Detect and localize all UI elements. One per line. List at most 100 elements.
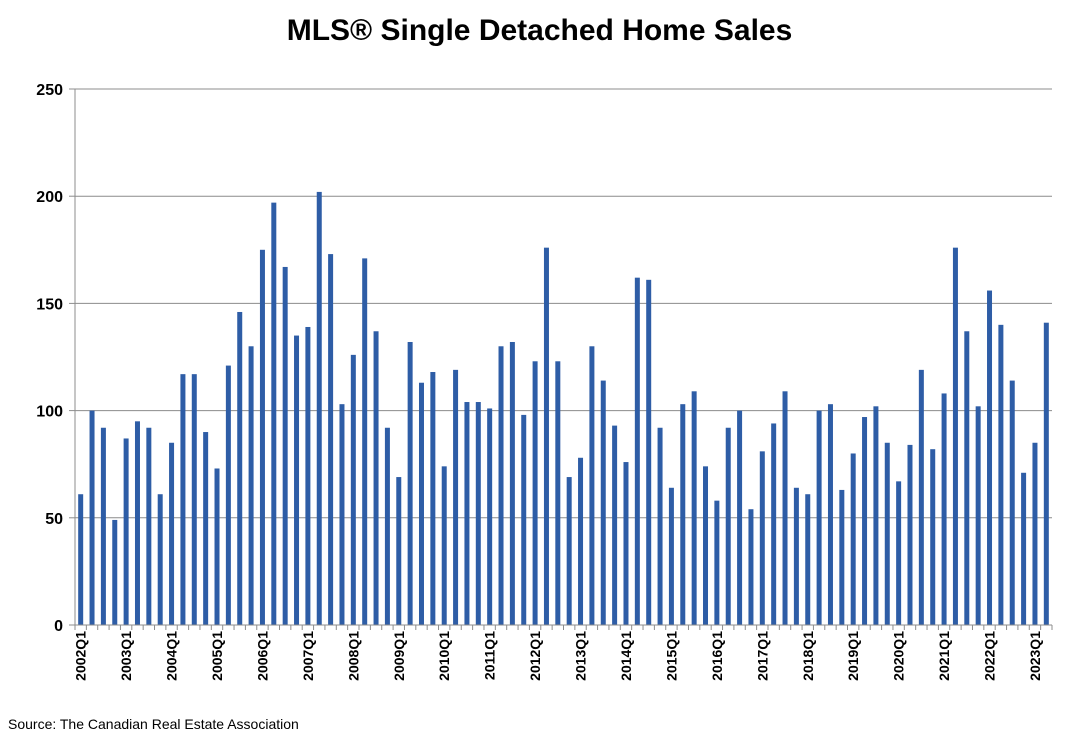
bar-2007Q3 [328,254,334,625]
bar-2021Q1 [941,393,947,625]
bar-2010Q2 [453,369,459,625]
bar-2005Q3 [237,311,243,625]
bar-2003Q2 [134,421,140,625]
bar-2002Q4 [112,519,118,625]
bar-2018Q4 [839,489,845,625]
x-tick-label: 2003Q1 [118,631,134,681]
bar-2016Q4 [748,509,754,625]
y-tick-label: 0 [54,618,63,635]
x-tick-label: 2008Q1 [345,631,361,681]
bar-2014Q3 [646,279,652,625]
bar-2015Q4 [703,466,709,625]
x-tick-label: 2013Q1 [573,631,589,681]
x-tick-label: 2021Q1 [936,631,952,681]
bar-2009Q4 [430,372,436,625]
bar-2020Q1 [896,481,902,625]
bar-2015Q1 [668,487,674,625]
bar-2004Q4 [203,432,209,625]
y-tick-label: 200 [36,189,63,206]
bar-2008Q2 [362,258,368,625]
bar-2011Q3 [509,341,515,625]
bar-2019Q1 [850,453,856,625]
bar-2013Q2 [589,346,595,625]
bar-2017Q1 [759,451,765,625]
x-tick-label: 2023Q1 [1027,631,1043,681]
bar-2005Q2 [225,365,231,625]
bar-2022Q4 [1021,472,1027,625]
y-tick-label: 250 [36,82,63,99]
bars [78,191,1049,626]
y-axis-ticks: 0 50 100 150 200 250 [36,82,75,635]
x-tick-label: 2022Q1 [982,631,998,681]
bar-2012Q3 [555,361,561,625]
bar-2017Q2 [771,423,777,625]
bar-2008Q3 [373,331,379,625]
bar-2002Q1 [78,494,84,625]
bar-2004Q2 [180,374,186,625]
x-tick-label: 2016Q1 [709,631,725,681]
y-tick-label: 100 [36,404,63,421]
x-tick-label: 2004Q1 [164,631,180,681]
bar-2010Q1 [441,466,447,625]
bar-2009Q3 [418,382,424,625]
bar-2019Q2 [862,417,868,625]
x-tick-label: 2019Q1 [845,631,861,681]
bar-2015Q2 [680,404,686,625]
bar-2002Q3 [100,427,106,625]
bar-2014Q2 [634,277,640,625]
bar-2013Q4 [612,425,618,625]
x-tick-label: 2010Q1 [436,631,452,681]
bar-2020Q3 [918,369,924,625]
bar-2021Q4 [975,406,981,625]
x-tick-label: 2014Q1 [618,631,634,681]
bar-2007Q1 [305,326,311,625]
y-tick-label: 150 [36,296,63,313]
gridlines [75,88,1052,519]
x-tick-label: 2011Q1 [482,631,498,680]
bar-2020Q2 [907,444,913,625]
bar-2013Q1 [578,457,584,625]
bar-2002Q2 [89,410,95,625]
bar-2008Q1 [350,354,356,625]
bar-2023Q1 [1032,442,1038,625]
bar-2009Q2 [407,341,413,625]
source-note: Source: The Canadian Real Estate Associa… [8,716,299,732]
bar-2022Q3 [1009,380,1015,625]
bar-2010Q3 [464,402,470,625]
bar-2013Q3 [600,380,606,625]
bar-2011Q1 [487,408,493,625]
bar-2005Q4 [248,346,254,625]
bar-2003Q3 [146,427,152,625]
x-axis-ticks: 2002Q1 2003Q1 2004Q1 2005Q1 2006Q1 2007Q1 2008… [73,625,1053,681]
x-tick-label: 2020Q1 [891,631,907,681]
bar-2014Q4 [657,427,663,625]
bar-2012Q2 [543,247,549,625]
x-tick-label: 2006Q1 [254,631,270,681]
bar-2012Q1 [532,361,538,625]
x-tick-label: 2009Q1 [391,631,407,681]
bar-2023Q2 [1043,322,1049,625]
x-tick-label: 2012Q1 [527,631,543,681]
bar-2004Q1 [169,442,175,625]
x-tick-label: 2015Q1 [663,631,679,681]
bar-2016Q2 [725,427,731,625]
bar-2016Q1 [714,500,720,625]
y-tick-label: 50 [45,511,63,528]
bar-2020Q4 [930,449,936,625]
bar-2014Q1 [623,462,629,625]
bar-2022Q2 [998,324,1004,625]
bar-2019Q3 [873,406,879,625]
bar-2007Q4 [339,404,345,625]
x-tick-label: 2007Q1 [300,631,316,681]
bar-2017Q3 [782,391,788,625]
bar-2006Q3 [282,266,288,625]
x-tick-label: 2018Q1 [800,631,816,681]
bar-2008Q4 [384,427,390,625]
chart-title: MLS® Single Detached Home Sales [286,14,793,47]
bar-2004Q3 [191,374,197,625]
bar-2006Q2 [271,202,277,625]
x-tick-label: 2002Q1 [73,631,89,681]
x-tick-label: 2005Q1 [209,631,225,681]
bar-2021Q3 [964,331,970,625]
